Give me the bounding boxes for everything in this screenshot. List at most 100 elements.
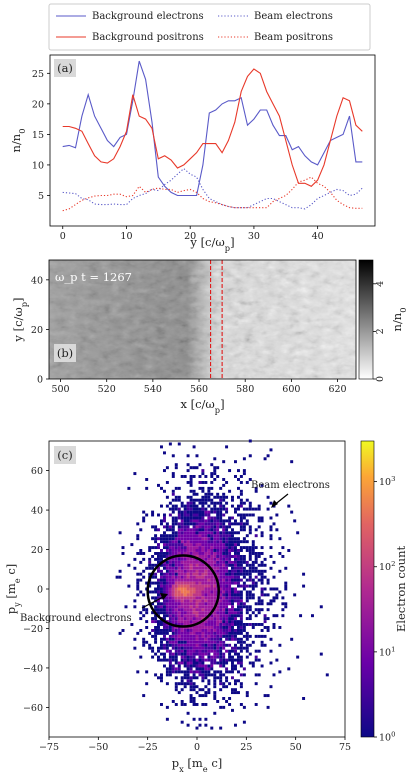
histogram-bin: [189, 504, 193, 508]
histogram-bin: [225, 495, 229, 499]
histogram-bin: [201, 495, 205, 499]
histogram-bin: [198, 643, 202, 647]
histogram-bin: [168, 528, 172, 532]
histogram-bin: [260, 602, 264, 606]
histogram-bin: [192, 534, 196, 538]
histogram-bin: [213, 629, 217, 632]
histogram-bin: [207, 513, 211, 517]
histogram-bin: [228, 602, 232, 606]
histogram-bin: [219, 486, 223, 490]
histogram-bin: [165, 682, 169, 686]
histogram-bin: [251, 563, 255, 567]
histogram-bin: [189, 528, 193, 532]
histogram-bin: [174, 596, 178, 600]
annotation-beam-electrons: Beam electrons: [251, 480, 330, 491]
histogram-bin: [168, 546, 172, 550]
histogram-bin: [168, 543, 172, 547]
histogram-bin: [163, 605, 166, 609]
histogram-bin: [207, 631, 211, 635]
histogram-bin: [192, 552, 196, 555]
histogram-bin: [177, 646, 181, 650]
histogram-bin: [225, 546, 229, 550]
histogram-bin: [234, 620, 237, 624]
histogram-bin: [231, 531, 234, 535]
histogram-bin: [234, 608, 237, 612]
histogram-bin: [189, 596, 193, 600]
histogram-bin: [168, 626, 172, 629]
histogram-bin: [213, 528, 217, 532]
histogram-bin: [201, 528, 205, 532]
histogram-bin: [201, 581, 205, 585]
histogram-bin: [266, 581, 270, 585]
histogram-bin: [192, 531, 196, 535]
histogram-bin: [198, 563, 202, 567]
histogram-bin: [168, 557, 172, 561]
histogram-bin: [186, 578, 190, 582]
histogram-bin: [231, 560, 234, 564]
histogram-bin: [192, 700, 196, 703]
histogram-bin: [216, 555, 220, 558]
histogram-bin: [183, 682, 187, 686]
histogram-bin: [251, 587, 255, 591]
histogram-bin: [231, 575, 234, 579]
histogram-bin: [266, 617, 270, 621]
histogram-bin: [222, 537, 226, 541]
histogram-bin: [157, 602, 160, 606]
histogram-bin: [186, 575, 190, 579]
histogram-bin: [165, 522, 169, 526]
histogram-bin: [195, 466, 199, 470]
histogram-bin: [237, 513, 240, 517]
histogram-bin: [183, 590, 187, 594]
histogram-bin: [242, 507, 246, 511]
histogram-bin: [186, 655, 190, 659]
histogram-bin: [180, 549, 184, 552]
histogram-bin: [160, 679, 163, 683]
histogram-bin: [174, 626, 178, 629]
histogram-bin: [225, 519, 229, 523]
histogram-bin: [219, 581, 223, 585]
histogram-bin: [195, 569, 199, 573]
histogram-bin: [260, 483, 264, 487]
histogram-bin: [192, 513, 196, 517]
histogram-bin: [171, 454, 175, 458]
histogram-bin: [180, 631, 184, 635]
histogram-bin: [189, 614, 193, 618]
histogram-bin: [192, 504, 196, 508]
histogram-bin: [242, 626, 246, 629]
histogram-bin: [222, 584, 226, 588]
histogram-bin: [239, 614, 243, 618]
x-axis-label: x [c/ωp]: [180, 397, 224, 415]
histogram-bin: [260, 608, 264, 612]
histogram-bin: [195, 528, 199, 532]
histogram-bin: [177, 682, 181, 686]
histogram-bin: [219, 655, 223, 659]
histogram-bin: [213, 549, 217, 552]
histogram-bin: [174, 631, 178, 635]
histogram-bin: [242, 555, 246, 558]
histogram-bin: [242, 525, 246, 529]
histogram-bin: [239, 513, 243, 517]
histogram-bin: [213, 504, 217, 508]
histogram-bin: [204, 646, 208, 650]
histogram-bin: [198, 593, 202, 597]
histogram-bin: [231, 528, 234, 532]
series-line-1: [62, 68, 363, 187]
histogram-bin: [201, 519, 205, 523]
histogram-bin: [207, 643, 211, 647]
histogram-bin: [216, 552, 220, 555]
histogram-bin: [171, 587, 175, 591]
histogram-bin: [242, 667, 246, 671]
histogram-bin: [171, 637, 175, 641]
histogram-bin: [287, 504, 291, 508]
histogram-bin: [195, 605, 199, 609]
histogram-bin: [201, 569, 205, 573]
histogram-bin: [231, 578, 234, 582]
histogram-bin: [225, 560, 229, 564]
histogram-bin: [237, 629, 240, 632]
histogram-bin: [272, 599, 276, 603]
histogram-bin: [174, 534, 178, 538]
histogram-bin: [225, 649, 229, 653]
histogram-bin: [254, 507, 258, 511]
histogram-bin: [234, 522, 237, 526]
